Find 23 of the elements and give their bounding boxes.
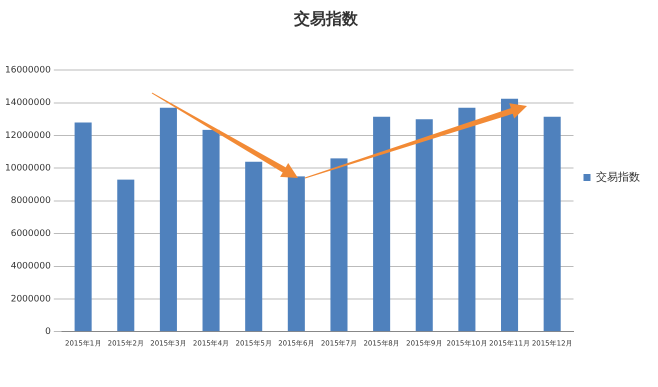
legend-label: 交易指数 bbox=[596, 170, 640, 184]
bar bbox=[160, 108, 177, 332]
bar bbox=[373, 116, 390, 332]
y-tick-label: 2000000 bbox=[10, 294, 52, 304]
y-tick-label: 0 bbox=[45, 326, 52, 337]
y-tick-label: 12000000 bbox=[4, 130, 52, 141]
bar bbox=[544, 116, 561, 332]
bar bbox=[245, 162, 262, 332]
bar bbox=[416, 119, 433, 332]
y-tick-label: 16000000 bbox=[4, 66, 52, 76]
y-tick-label: 8000000 bbox=[10, 196, 52, 206]
chart-title: 交易指数 bbox=[293, 8, 359, 28]
bar bbox=[501, 98, 518, 332]
y-tick-label: 4000000 bbox=[10, 262, 52, 272]
bar bbox=[202, 130, 220, 332]
y-tick-label: 14000000 bbox=[4, 98, 52, 108]
bar bbox=[458, 108, 476, 332]
bar bbox=[117, 180, 134, 332]
bar bbox=[288, 176, 305, 332]
y-tick-label: 10000000 bbox=[4, 164, 52, 174]
y-tick-label: 6000000 bbox=[10, 228, 52, 239]
bar bbox=[74, 122, 92, 332]
bar bbox=[330, 158, 348, 332]
